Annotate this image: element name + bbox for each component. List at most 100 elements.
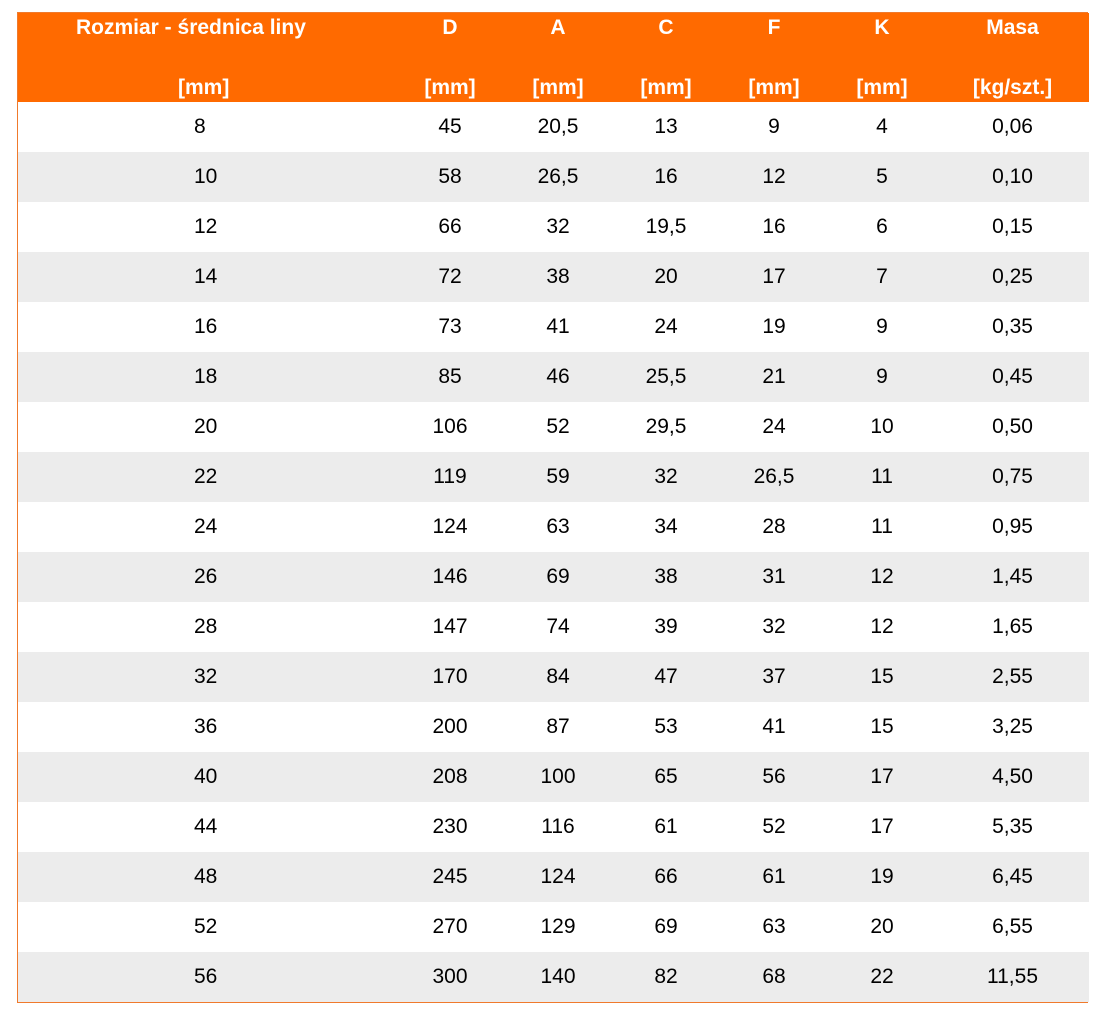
header-label-k: K xyxy=(828,13,936,73)
table-row: 16 73 41 24 19 9 0,35 xyxy=(18,302,1089,352)
table-row: 22 119 59 32 26,5 11 0,75 xyxy=(18,452,1089,502)
cell-c: 69 xyxy=(612,902,720,952)
cell-mass: 4,50 xyxy=(936,752,1089,802)
cell-mass: 0,06 xyxy=(936,102,1089,152)
cell-c: 39 xyxy=(612,602,720,652)
header-label-a: A xyxy=(504,13,612,73)
cell-mass: 0,50 xyxy=(936,402,1089,452)
header-unit-a: [mm] xyxy=(504,73,612,102)
table-row: 52 270 129 69 63 20 6,55 xyxy=(18,902,1089,952)
header-label-row: Rozmiar - średnica liny D A C F K Masa xyxy=(18,13,1089,73)
cell-f: 61 xyxy=(720,852,828,902)
table-row: 48 245 124 66 61 19 6,45 xyxy=(18,852,1089,902)
cell-a: 32 xyxy=(504,202,612,252)
cell-c: 34 xyxy=(612,502,720,552)
table-row: 44 230 116 61 52 17 5,35 xyxy=(18,802,1089,852)
cell-c: 53 xyxy=(612,702,720,752)
cell-k: 15 xyxy=(828,702,936,752)
cell-mass: 0,25 xyxy=(936,252,1089,302)
cell-c: 66 xyxy=(612,852,720,902)
cell-size: 10 xyxy=(18,152,396,202)
cell-a: 20,5 xyxy=(504,102,612,152)
cell-a: 100 xyxy=(504,752,612,802)
cell-size: 18 xyxy=(18,352,396,402)
cell-f: 16 xyxy=(720,202,828,252)
cell-size: 56 xyxy=(18,952,396,1002)
cell-d: 45 xyxy=(396,102,504,152)
cell-mass: 0,35 xyxy=(936,302,1089,352)
cell-d: 72 xyxy=(396,252,504,302)
cell-k: 10 xyxy=(828,402,936,452)
cell-d: 245 xyxy=(396,852,504,902)
cell-c: 65 xyxy=(612,752,720,802)
cell-a: 140 xyxy=(504,952,612,1002)
cell-k: 6 xyxy=(828,202,936,252)
cell-size: 24 xyxy=(18,502,396,552)
cell-d: 119 xyxy=(396,452,504,502)
cell-k: 5 xyxy=(828,152,936,202)
header-unit-k: [mm] xyxy=(828,73,936,102)
header-label-d: D xyxy=(396,13,504,73)
cell-a: 38 xyxy=(504,252,612,302)
cell-k: 17 xyxy=(828,802,936,852)
cell-f: 32 xyxy=(720,602,828,652)
cell-k: 12 xyxy=(828,602,936,652)
table-header: Rozmiar - średnica liny D A C F K Masa [… xyxy=(18,13,1089,102)
cell-f: 19 xyxy=(720,302,828,352)
cell-d: 85 xyxy=(396,352,504,402)
cell-f: 41 xyxy=(720,702,828,752)
cell-d: 300 xyxy=(396,952,504,1002)
cell-size: 8 xyxy=(18,102,396,152)
cell-a: 87 xyxy=(504,702,612,752)
cell-c: 13 xyxy=(612,102,720,152)
cell-a: 116 xyxy=(504,802,612,852)
header-unit-size: [mm] xyxy=(18,73,396,102)
cell-mass: 2,55 xyxy=(936,652,1089,702)
cell-size: 20 xyxy=(18,402,396,452)
cell-c: 38 xyxy=(612,552,720,602)
header-unit-row: [mm] [mm] [mm] [mm] [mm] [mm] [kg/szt.] xyxy=(18,73,1089,102)
cell-size: 22 xyxy=(18,452,396,502)
cell-c: 29,5 xyxy=(612,402,720,452)
cell-size: 36 xyxy=(18,702,396,752)
cell-k: 4 xyxy=(828,102,936,152)
cell-c: 82 xyxy=(612,952,720,1002)
table-row: 20 106 52 29,5 24 10 0,50 xyxy=(18,402,1089,452)
cell-a: 69 xyxy=(504,552,612,602)
table-row: 12 66 32 19,5 16 6 0,15 xyxy=(18,202,1089,252)
cell-mass: 0,95 xyxy=(936,502,1089,552)
cell-a: 129 xyxy=(504,902,612,952)
cell-a: 84 xyxy=(504,652,612,702)
cell-mass: 0,10 xyxy=(936,152,1089,202)
cell-d: 73 xyxy=(396,302,504,352)
header-label-c: C xyxy=(612,13,720,73)
cell-k: 12 xyxy=(828,552,936,602)
cell-size: 26 xyxy=(18,552,396,602)
cell-c: 25,5 xyxy=(612,352,720,402)
cell-mass: 3,25 xyxy=(936,702,1089,752)
cell-f: 68 xyxy=(720,952,828,1002)
cell-c: 47 xyxy=(612,652,720,702)
cell-k: 9 xyxy=(828,302,936,352)
cell-size: 44 xyxy=(18,802,396,852)
cell-d: 124 xyxy=(396,502,504,552)
cell-size: 48 xyxy=(18,852,396,902)
header-unit-c: [mm] xyxy=(612,73,720,102)
header-unit-d: [mm] xyxy=(396,73,504,102)
cell-mass: 6,55 xyxy=(936,902,1089,952)
cell-c: 16 xyxy=(612,152,720,202)
cell-a: 59 xyxy=(504,452,612,502)
cell-d: 147 xyxy=(396,602,504,652)
cell-f: 28 xyxy=(720,502,828,552)
cell-d: 106 xyxy=(396,402,504,452)
cell-mass: 6,45 xyxy=(936,852,1089,902)
cell-k: 15 xyxy=(828,652,936,702)
cell-size: 16 xyxy=(18,302,396,352)
cell-size: 14 xyxy=(18,252,396,302)
cell-d: 146 xyxy=(396,552,504,602)
cell-d: 66 xyxy=(396,202,504,252)
cell-k: 20 xyxy=(828,902,936,952)
header-label-size: Rozmiar - średnica liny xyxy=(18,13,396,73)
cell-c: 24 xyxy=(612,302,720,352)
table-row: 26 146 69 38 31 12 1,45 xyxy=(18,552,1089,602)
